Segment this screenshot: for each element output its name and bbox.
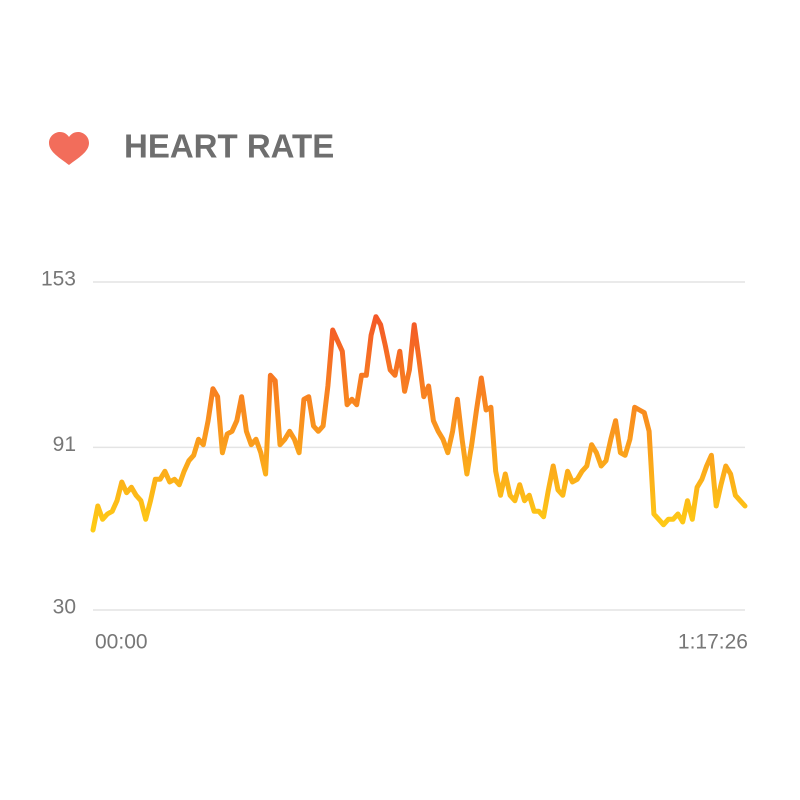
x-tick-label: 00:00 xyxy=(95,631,148,654)
y-tick-label: 91 xyxy=(53,433,76,456)
heart-icon xyxy=(49,132,89,165)
y-tick-label: 30 xyxy=(53,596,76,619)
x-tick-label: 1:17:26 xyxy=(678,631,748,654)
chart-title: HEART RATE xyxy=(124,128,334,165)
y-tick-label: 153 xyxy=(41,268,76,291)
heart-rate-line xyxy=(90,314,748,533)
